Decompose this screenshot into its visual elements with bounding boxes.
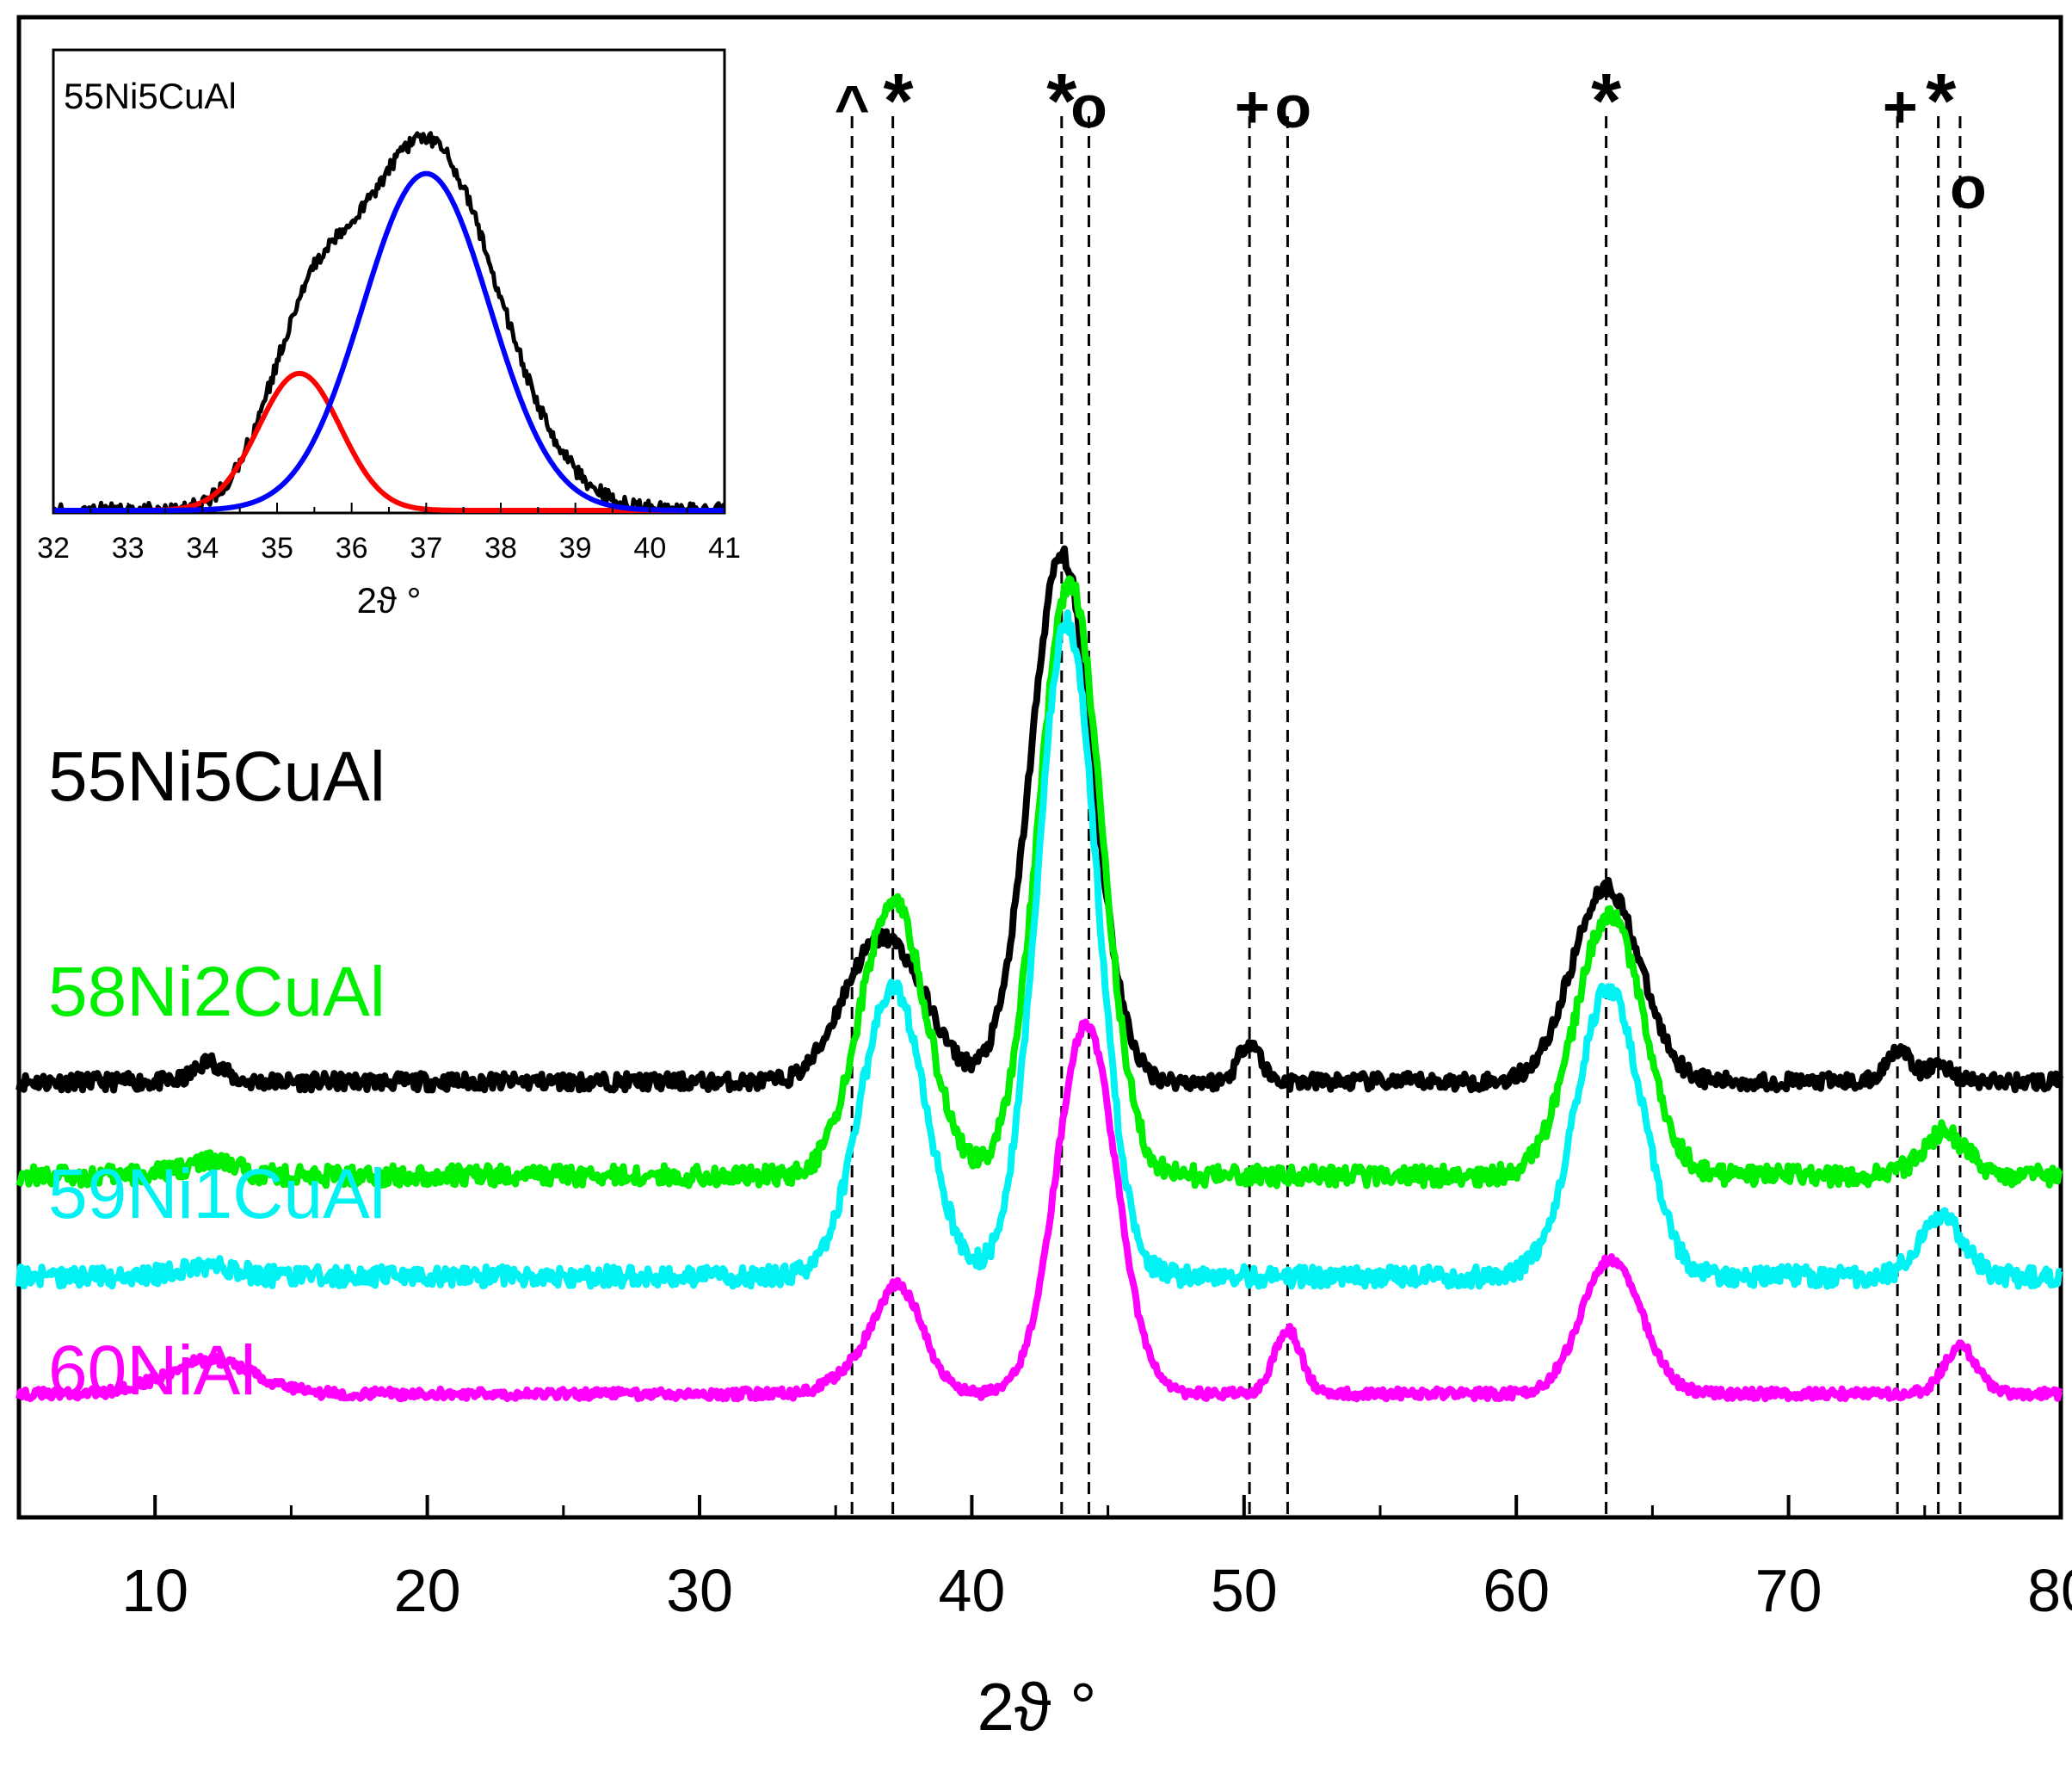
phase-marker-8: * — [1926, 59, 1956, 145]
series-line-55Ni5CuAl — [15, 545, 2064, 1094]
inset-x-tick-label-35: 35 — [261, 532, 293, 565]
inset-chart: 55Ni5CuAl 32 33 34 35 36 37 38 39 40 41 2ϑ ° — [37, 48, 741, 621]
x-tick-label-30: 30 — [666, 1557, 733, 1624]
x-axis: 10 20 30 40 50 60 70 80 — [17, 1495, 2072, 1624]
x-tick-label-40: 40 — [938, 1557, 1005, 1624]
inset-line-data — [52, 131, 725, 513]
x-tick-label-60: 60 — [1483, 1557, 1550, 1624]
series-group — [15, 545, 2064, 1403]
legend-labels: 55Ni5CuAl 58Ni2CuAl 59Ni1CuAl 60NiAl — [48, 738, 385, 1410]
inset-x-tick-label-33: 33 — [112, 532, 145, 565]
phase-marker-4: + — [1235, 73, 1270, 140]
inset-x-tick-label-41: 41 — [708, 532, 741, 565]
x-tick-label-50: 50 — [1211, 1557, 1278, 1624]
inset-title: 55Ni5CuAl — [64, 76, 237, 116]
plot-frame — [16, 15, 2063, 1520]
phase-marker-0: ^ — [835, 73, 870, 140]
x-tick-label-20: 20 — [394, 1557, 461, 1624]
inset-x-tick-label-32: 32 — [37, 532, 70, 565]
inset-x-tick-label-40: 40 — [633, 532, 666, 565]
inset-x-tick-label-37: 37 — [410, 532, 442, 565]
phase-marker-9: o — [1950, 154, 1987, 221]
reference-lines — [850, 116, 1962, 1517]
phase-markers: ^ * *o + o * + *o — [835, 59, 1987, 221]
inset-x-tick-label-39: 39 — [559, 532, 592, 565]
x-axis-label: 2ϑ ° — [977, 1669, 1097, 1745]
x-tick-label-80: 80 — [2027, 1557, 2072, 1624]
x-tick-label-10: 10 — [121, 1557, 188, 1624]
series-label-55Ni5CuAl: 55Ni5CuAl — [48, 738, 385, 816]
phase-marker-2: * — [1046, 59, 1076, 145]
phase-marker-1: * — [883, 59, 913, 145]
series-line-59Ni1CuAl — [15, 609, 2063, 1290]
series-label-58Ni2CuAl: 58Ni2CuAl — [48, 953, 385, 1031]
inset-x-tick-label-38: 38 — [484, 532, 517, 565]
phase-marker-3: o — [1070, 73, 1107, 140]
series-label-59Ni1CuAl: 59Ni1CuAl — [48, 1155, 385, 1233]
inset-x-tick-label-36: 36 — [336, 532, 368, 565]
series-label-60NiAl: 60NiAl — [48, 1331, 256, 1410]
series-line-58Ni2CuAl — [15, 575, 2063, 1189]
inset-x-axis: 32 33 34 35 36 37 38 39 40 41 — [37, 503, 741, 565]
inset-frame — [52, 48, 726, 515]
inset-x-tick-label-34: 34 — [186, 532, 219, 565]
inset-x-axis-label: 2ϑ ° — [357, 580, 422, 621]
phase-marker-5: o — [1274, 73, 1311, 140]
x-tick-label-70: 70 — [1755, 1557, 1822, 1624]
series-line-60NiAl — [15, 1018, 2063, 1403]
phase-marker-6: * — [1591, 59, 1621, 145]
phase-marker-7: + — [1883, 73, 1918, 140]
